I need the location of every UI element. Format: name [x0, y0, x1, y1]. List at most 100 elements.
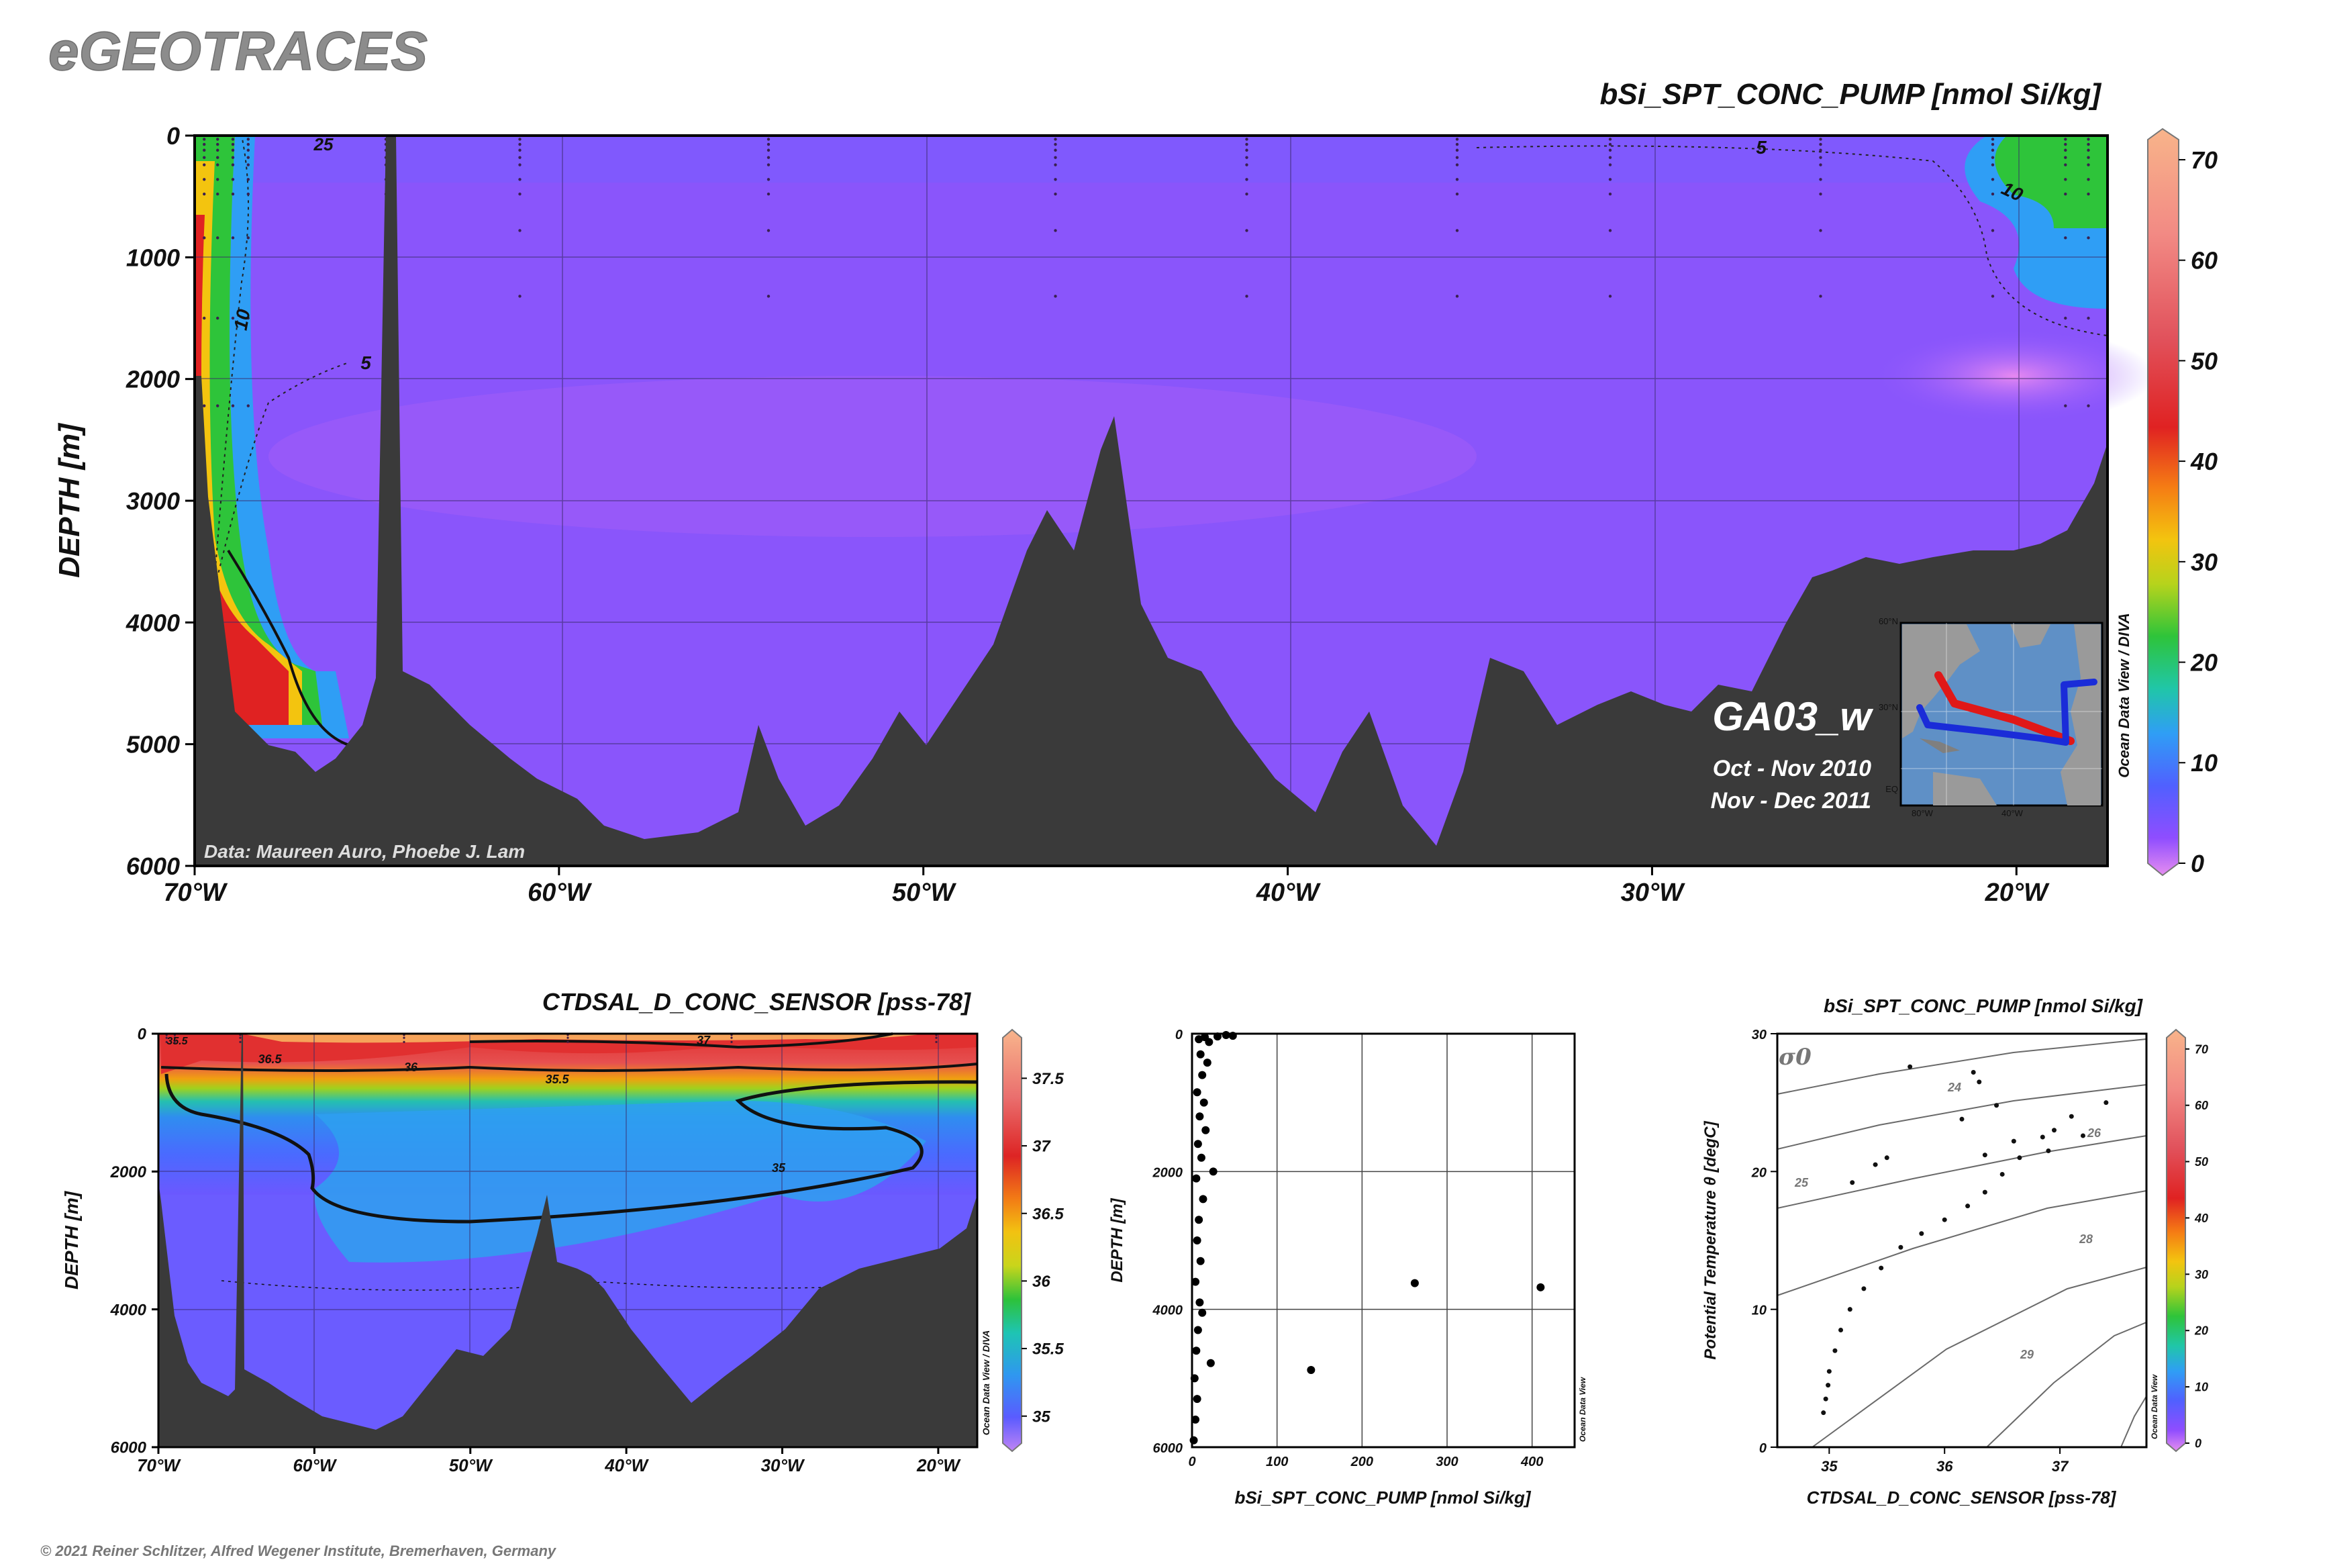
inset-land-south-america [1933, 772, 1997, 805]
colorbar-tick-label: 40 [2190, 448, 2218, 475]
x-tick-label: 30°W [1621, 879, 1685, 907]
ts-point [1999, 1171, 2005, 1177]
station-sample-dot [1455, 156, 1459, 159]
salinity-contour-label-4: 36 [404, 1061, 418, 1074]
station-sample-dot [403, 1036, 405, 1039]
station-sample-dot [1054, 229, 1057, 232]
station-sample-dot [1608, 192, 1612, 196]
ts-x-tick-label: 36 [1936, 1458, 1953, 1475]
ts-salinity-axis: 35 36 37 [1821, 1447, 2069, 1475]
station-sample-dot [1245, 148, 1248, 152]
cruise-date-2: Nov - Dec 2011 [1711, 788, 1871, 814]
ts-point [1959, 1116, 1965, 1122]
station-sample-dot [1455, 142, 1459, 146]
station-sample-dot [518, 156, 522, 159]
station-sample-dot [216, 148, 219, 152]
salinity-contour-35 [164, 1073, 978, 1224]
colorbar-tick-label: 37 [1032, 1138, 1051, 1156]
station-sample-dot [1991, 178, 1995, 181]
cruise-date-1: Oct - Nov 2010 [1713, 756, 1871, 781]
profile-point [1195, 1216, 1203, 1224]
x-tick-label: 20°W [916, 1455, 961, 1475]
station-sample-dot [246, 148, 250, 152]
station-sample-dot [246, 236, 250, 240]
ts-y-tick-label: 10 [1752, 1304, 1767, 1318]
station-sample-dot [1819, 138, 1822, 141]
y-tick-label: 5000 [126, 731, 180, 758]
station-sample-dot [1819, 156, 1822, 159]
sample-stations [203, 138, 2090, 407]
station-sample-dot [730, 1040, 733, 1043]
station-sample-dot [216, 178, 219, 181]
ts-isopycnal-label: 29 [2020, 1348, 2034, 1361]
station-sample-dot [1608, 229, 1612, 232]
profile-x-label: bSi_SPT_CONC_PUMP [nmol Si/kg] [1234, 1487, 1531, 1508]
station-sample-dot [203, 178, 206, 181]
profile-depth-axis: 0 2000 4000 6000 [1152, 1028, 1183, 1456]
ts-point [1977, 1079, 1982, 1085]
ts-point [1898, 1244, 1903, 1250]
profile-x-tick-label: 300 [1436, 1455, 1458, 1469]
station-sample-dot [518, 142, 522, 146]
x-tick-label: 70°W [137, 1455, 181, 1475]
station-sample-dot [1054, 156, 1057, 159]
station-sample-dot [2087, 236, 2090, 240]
data-credit: Data: Maureen Auro, Phoebe J. Lam [204, 841, 525, 862]
ts-y-tick-label: 30 [1752, 1028, 1767, 1042]
salinity-seafloor [158, 1034, 977, 1447]
inset-graticule [1901, 623, 2102, 805]
station-sample-dot [766, 229, 771, 232]
station-sample-dot [518, 295, 522, 298]
station-sample-dot [231, 192, 235, 196]
ts-point [1847, 1307, 1852, 1312]
y-tick-label: 6000 [111, 1439, 147, 1457]
inset-lat-eq: EQ [1885, 784, 1898, 794]
station-sample-dot [2064, 163, 2067, 166]
station-sample-dot [1455, 229, 1459, 232]
inset-land-greenland [2010, 624, 2050, 648]
station-sample-dot [1054, 148, 1057, 152]
station-sample-dot [566, 1040, 569, 1043]
ts-isopycnal-label: 24 [1947, 1081, 1961, 1094]
salinity-surface-orange [242, 1034, 926, 1043]
y-tick-label: 1000 [126, 244, 180, 271]
station-sample-dot [231, 178, 235, 181]
ts-isopycnal-line [1777, 1135, 2147, 1209]
y-tick-label: 3000 [126, 487, 180, 515]
profile-point [1193, 1088, 1201, 1097]
station-sample-dot [766, 138, 771, 141]
inset-caribbean [1920, 738, 1960, 753]
profile-point [1201, 1126, 1210, 1134]
profile-point [1205, 1038, 1214, 1046]
ts-point [1982, 1153, 1987, 1158]
profile-point [1193, 1326, 1202, 1334]
ts-temperature-axis: 0 10 20 30 [1751, 1028, 1777, 1456]
profile-point [1410, 1279, 1419, 1287]
station-sample-dot [2087, 156, 2090, 159]
ts-x-label: CTDSAL_D_CONC_SENSOR [pss-78] [1807, 1487, 2117, 1508]
station-sample-dot [2087, 316, 2090, 320]
colorbar-tick-label: 70 [2195, 1042, 2208, 1056]
station-sample-dot [1054, 295, 1057, 298]
station-sample-dot [231, 142, 235, 146]
station-sample-dot [518, 148, 522, 152]
station-sample-dot [1991, 156, 1995, 159]
x-tick-label: 40°W [1256, 879, 1321, 907]
station-sample-dot [165, 1036, 168, 1039]
y-tick-label: 0 [138, 1026, 147, 1044]
station-sample-dot [1991, 192, 1995, 196]
station-sample-dot [766, 148, 771, 152]
station-sample-dot [2064, 404, 2067, 407]
profile-point [1198, 1308, 1207, 1317]
station-sample-dot [1245, 142, 1248, 146]
station-sample-dot [203, 142, 206, 146]
station-sample-dot [518, 163, 522, 166]
ts-point [1879, 1265, 1884, 1271]
salinity-colorbar-ticks: 35 35.5 36 36.5 37 37.5 [1022, 1070, 1064, 1426]
field-east-boundary-core [1995, 136, 2108, 228]
ts-plot-area [1777, 1034, 2146, 1447]
salinity-frame [157, 1032, 979, 1449]
profile-point [1195, 1298, 1204, 1307]
ts-colorbar-ticks: 0 10 20 30 40 50 60 70 [2185, 1042, 2208, 1450]
ts-point [1826, 1383, 1831, 1388]
